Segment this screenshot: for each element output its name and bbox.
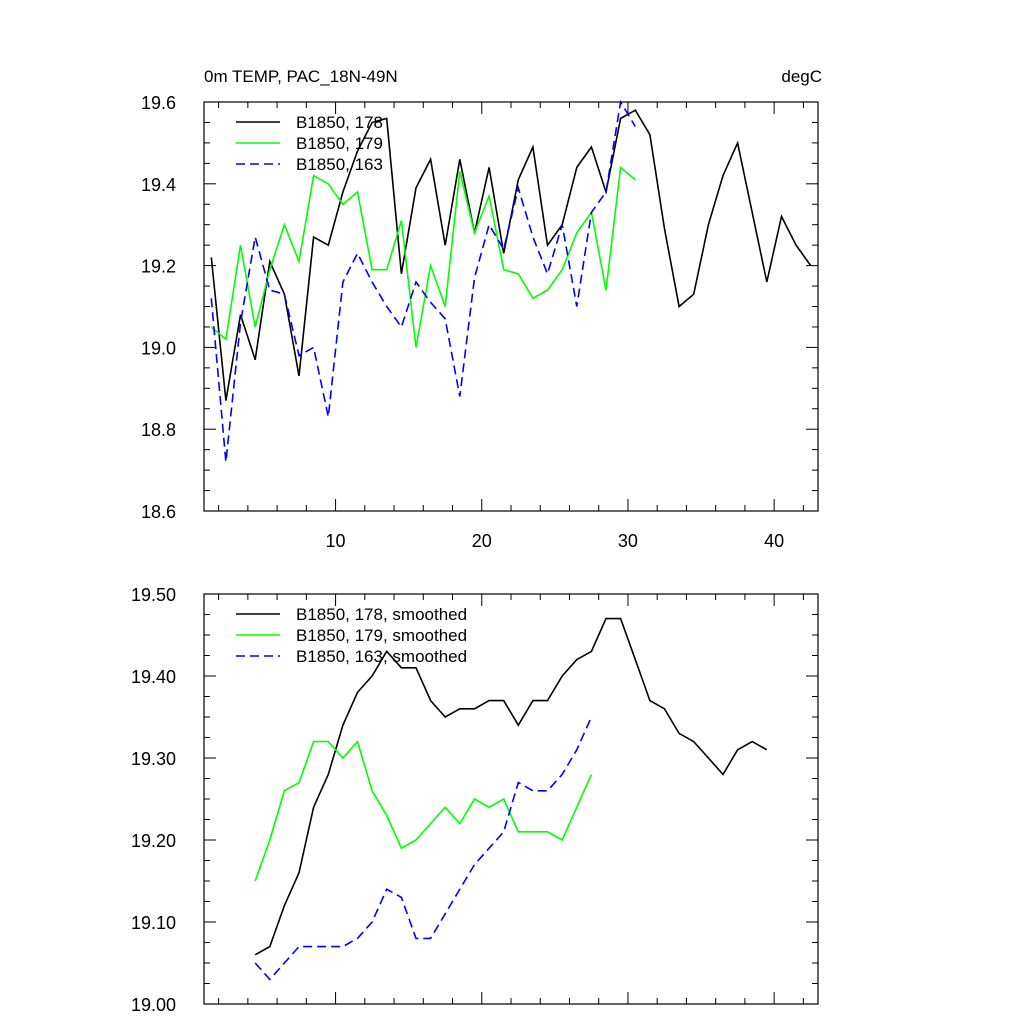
legend-label: B1850, 179 (296, 134, 383, 153)
x-tick-label: 10 (326, 531, 346, 551)
y-tick-label: 19.50 (131, 585, 176, 605)
y-tick-label: 18.6 (141, 502, 176, 522)
bottom-series (254, 617, 768, 981)
legend-label: B1850, 163, smoothed (296, 647, 467, 666)
y-tick-label: 19.00 (131, 995, 176, 1015)
series-line (254, 617, 768, 956)
legend-label: B1850, 178 (296, 113, 383, 132)
bottom-panel: 19.00 19.10 19.20 19.30 19.40 19.50 B1850, 17… (131, 585, 819, 1015)
legend-label: B1850, 163 (296, 155, 383, 174)
y-tick-label: 19.40 (131, 667, 176, 687)
top-plot-frame (203, 101, 819, 512)
x-tick-label: 30 (618, 531, 638, 551)
y-tick-label: 19.10 (131, 913, 176, 933)
series-line (254, 739, 593, 882)
y-tick-label: 19.20 (131, 831, 176, 851)
chart-title: 0m TEMP, PAC_18N-49N (204, 67, 398, 86)
units-label: degC (781, 67, 822, 86)
y-tick-label: 19.0 (141, 338, 176, 358)
top-series (210, 99, 812, 462)
y-tick-label: 19.2 (141, 257, 176, 277)
y-tick-label: 19.4 (141, 175, 176, 195)
legend-label: B1850, 178, smoothed (296, 605, 467, 624)
bottom-legend: B1850, 178, smoothed B1850, 179, smoothed… (236, 605, 467, 666)
top-axes-ticks: 10 20 30 40 18.6 18.8 19.0 19.2 19.4 19.6 (141, 93, 818, 551)
series-line (210, 165, 636, 348)
series-line (210, 99, 636, 462)
top-panel: 0m TEMP, PAC_18N-49N degC 10 20 30 40 18.6 18… (141, 67, 822, 551)
series-line (210, 109, 812, 401)
x-tick-label: 20 (472, 531, 492, 551)
y-tick-label: 19.6 (141, 93, 176, 113)
series-line (254, 716, 593, 981)
y-tick-label: 18.8 (141, 420, 176, 440)
bottom-plot-frame (203, 593, 819, 1005)
bottom-axes-ticks: 19.00 19.10 19.20 19.30 19.40 19.50 (131, 585, 818, 1015)
y-tick-label: 19.30 (131, 749, 176, 769)
legend-label: B1850, 179, smoothed (296, 626, 467, 645)
top-legend: B1850, 178 B1850, 179 B1850, 163 (236, 113, 383, 174)
x-tick-label: 40 (764, 531, 784, 551)
